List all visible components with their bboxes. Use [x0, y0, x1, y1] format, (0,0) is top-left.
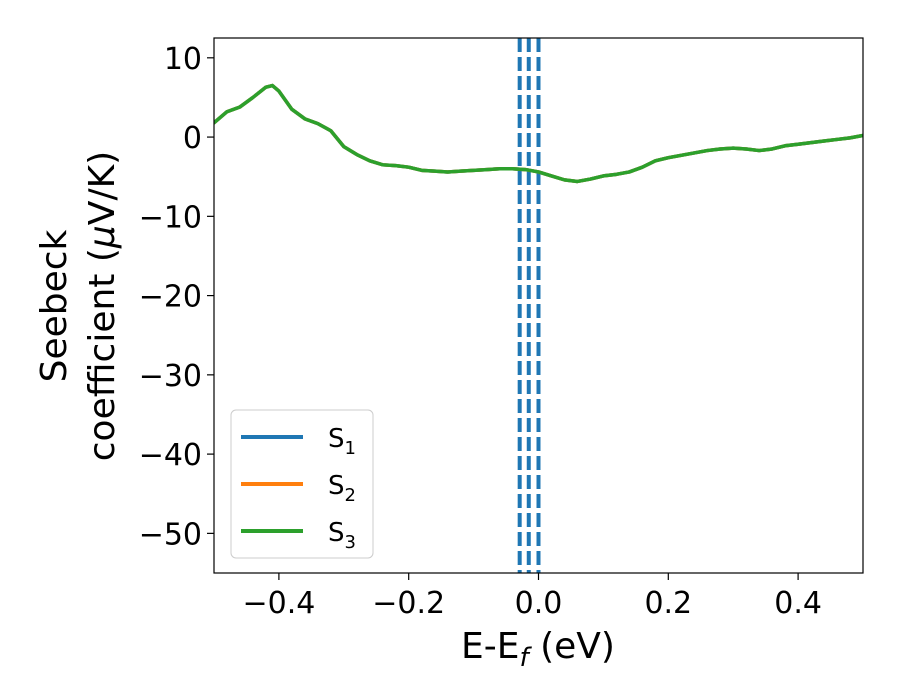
- y-tick-label: −40: [139, 438, 202, 473]
- legend-label-S3: S3: [328, 518, 356, 553]
- plot-area: [214, 38, 863, 573]
- x-tick-label: 0.4: [774, 586, 822, 621]
- y-axis-title: Seebeck coefficient (μV/K): [34, 151, 123, 461]
- legend-label-S1: S1: [328, 424, 356, 459]
- legend-items: S1 S2 S3: [241, 424, 356, 553]
- series-line-S3: [214, 83, 863, 184]
- legend-label-S2: S2: [328, 471, 356, 506]
- y-axis-ticks: 10 0 −10 −20 −30 −40 −50: [139, 42, 214, 552]
- y-tick-label: −50: [139, 517, 202, 552]
- x-tick-label: 0.0: [515, 586, 563, 621]
- y-axis-title-line2: coefficient (μV/K): [82, 151, 123, 461]
- y-axis-title-line1: Seebeck: [34, 229, 75, 382]
- y-tick-label: −20: [139, 280, 202, 315]
- x-axis-title: E-Ef (eV): [461, 626, 615, 673]
- series-lines: [214, 83, 863, 184]
- x-tick-label: −0.4: [242, 586, 315, 621]
- x-tick-label: 0.2: [644, 586, 692, 621]
- y-tick-label: 10: [164, 42, 202, 77]
- y-tick-label: −30: [139, 359, 202, 394]
- y-tick-label: −10: [139, 200, 202, 235]
- x-axis-ticks: −0.4 −0.2 0.0 0.2 0.4: [242, 573, 822, 621]
- legend: S1 S2 S3: [230, 409, 374, 559]
- vertical-reference-lines: [517, 38, 541, 573]
- x-tick-label: −0.2: [372, 586, 445, 621]
- y-tick-label: 0: [183, 121, 202, 156]
